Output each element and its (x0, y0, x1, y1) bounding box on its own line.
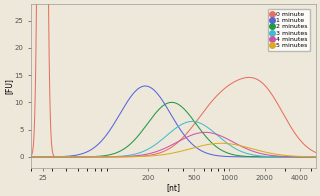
0 minute (29, 155, 33, 157)
2 minutes (170, 101, 174, 103)
4 minutes (44, 156, 48, 158)
Legend: 0 minute, 1 minute, 2 minutes, 3 minutes, 4 minutes, 5 minutes: 0 minute, 1 minute, 2 minutes, 3 minutes… (268, 9, 310, 51)
0 minute (170, 146, 174, 148)
4 minutes (318, 156, 320, 158)
2 minutes (44, 156, 48, 158)
0 minute (318, 153, 320, 155)
5 minutes (170, 152, 174, 154)
2 minutes (170, 101, 174, 103)
X-axis label: [nt]: [nt] (166, 183, 180, 192)
1 minute (310, 156, 314, 158)
1 minute (310, 156, 314, 158)
Line: 5 minutes: 5 minutes (31, 143, 320, 157)
4 minutes (29, 156, 33, 158)
5 minutes (44, 156, 48, 158)
1 minute (257, 156, 261, 158)
1 minute (143, 85, 147, 87)
0 minute (310, 150, 314, 152)
2 minutes (318, 156, 320, 158)
5 minutes (219, 142, 223, 144)
3 minutes (257, 155, 261, 157)
5 minutes (162, 153, 166, 156)
Line: 4 minutes: 4 minutes (31, 132, 320, 157)
5 minutes (257, 149, 261, 152)
Line: 0 minute: 0 minute (31, 0, 320, 157)
1 minute (318, 156, 320, 158)
Line: 1 minute: 1 minute (31, 86, 320, 157)
5 minutes (29, 156, 33, 158)
0 minute (61, 156, 65, 158)
4 minutes (310, 156, 314, 158)
5 minutes (310, 156, 314, 158)
3 minutes (170, 130, 174, 132)
1 minute (29, 156, 33, 158)
Line: 2 minutes: 2 minutes (31, 102, 320, 157)
3 minutes (318, 156, 320, 158)
4 minutes (310, 156, 314, 158)
3 minutes (310, 156, 314, 158)
4 minutes (170, 144, 174, 146)
4 minutes (257, 152, 261, 154)
2 minutes (257, 156, 261, 158)
Y-axis label: [FU]: [FU] (4, 78, 13, 94)
3 minutes (29, 156, 33, 158)
1 minute (170, 115, 174, 117)
1 minute (44, 156, 48, 158)
4 minutes (162, 147, 166, 150)
3 minutes (44, 156, 48, 158)
3 minutes (310, 156, 314, 158)
0 minute (257, 79, 261, 82)
2 minutes (29, 156, 33, 158)
5 minutes (318, 156, 320, 158)
2 minutes (310, 156, 314, 158)
2 minutes (310, 156, 314, 158)
3 minutes (190, 120, 194, 123)
0 minute (310, 149, 314, 152)
4 minutes (204, 131, 207, 133)
5 minutes (310, 156, 314, 158)
3 minutes (162, 137, 166, 139)
2 minutes (162, 104, 166, 106)
Line: 3 minutes: 3 minutes (31, 122, 320, 157)
1 minute (162, 102, 166, 104)
0 minute (163, 150, 166, 152)
